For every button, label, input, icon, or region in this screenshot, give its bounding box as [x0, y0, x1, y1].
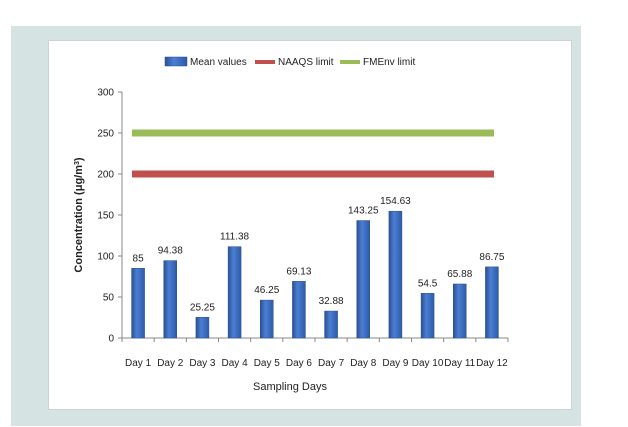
bar-value-label: 69.13 — [286, 266, 311, 277]
bar-value-label: 143.25 — [348, 206, 379, 217]
y-tick-label: 100 — [97, 252, 114, 263]
y-tick-label: 250 — [97, 129, 114, 140]
bars — [131, 210, 499, 339]
bar — [260, 299, 274, 339]
bar-value-label: 154.63 — [380, 196, 411, 207]
bar — [485, 266, 499, 339]
x-tick-label: Day 9 — [382, 358, 409, 369]
bar-value-label: 32.88 — [319, 296, 344, 307]
reference-lines — [132, 129, 494, 178]
y-tick-label: 50 — [103, 293, 115, 304]
chart-card — [48, 40, 572, 410]
x-tick-label: Day 1 — [125, 358, 152, 369]
y-axis-title: Concentration (μg/m3) — [73, 157, 85, 272]
bar — [324, 310, 338, 339]
bar — [195, 317, 210, 339]
bar-value-label: 65.88 — [447, 269, 472, 280]
x-tick-label: Day 5 — [254, 358, 281, 369]
bar-value-label: 25.25 — [190, 302, 215, 313]
y-tick-labels: 0 50 100 150 200 250 300 — [97, 88, 114, 345]
x-tick-label: Day 10 — [412, 358, 444, 369]
bar-value-label: 54.5 — [418, 278, 438, 289]
y-tick-label: 200 — [97, 170, 114, 181]
bar — [131, 268, 145, 339]
legend-swatch-mean-values — [164, 56, 188, 67]
x-axis-title: Sampling Days — [253, 381, 327, 393]
bar — [163, 260, 177, 339]
x-tick-labels: Day 1 Day 2 Day 3 Day 4 Day 5 Day 6 Day 7 Day 8… — [125, 358, 508, 369]
data-labels: 85 94.38 25.25 111.38 46.25 69.13 32.88 143.251… — [133, 196, 505, 313]
y-tick-label: 300 — [97, 88, 114, 99]
bar — [453, 283, 467, 339]
x-tick-label: Day 2 — [157, 358, 184, 369]
x-tick-label: Day 8 — [350, 358, 377, 369]
bar — [227, 246, 242, 339]
bar-value-label: 86.75 — [479, 252, 504, 263]
legend-label-naaqs-limit: NAAQS limit — [278, 57, 334, 68]
bar — [388, 210, 403, 339]
bar — [356, 220, 370, 339]
x-tick-label: Day 7 — [318, 358, 345, 369]
x-tick-label: Day 12 — [476, 358, 508, 369]
axes — [118, 91, 509, 342]
bar-value-label: 94.38 — [158, 246, 183, 257]
x-tick-label: Day 11 — [444, 358, 475, 369]
y-tick-label: 0 — [108, 334, 114, 345]
bar-value-label: 111.38 — [220, 232, 250, 243]
legend: Mean values NAAQS limit FMEnv limit — [164, 56, 415, 68]
bar-value-label: 85 — [133, 253, 145, 264]
y-tick-label: 150 — [97, 211, 114, 222]
x-tick-label: Day 3 — [189, 358, 216, 369]
legend-label-fmenv-limit: FMEnv limit — [363, 57, 415, 68]
bar-value-label: 46.25 — [254, 285, 279, 296]
bar — [292, 281, 306, 339]
bar — [420, 293, 435, 339]
legend-label-mean-values: Mean values — [190, 57, 247, 68]
x-tick-label: Day 4 — [222, 358, 249, 369]
x-tick-label: Day 6 — [286, 358, 313, 369]
